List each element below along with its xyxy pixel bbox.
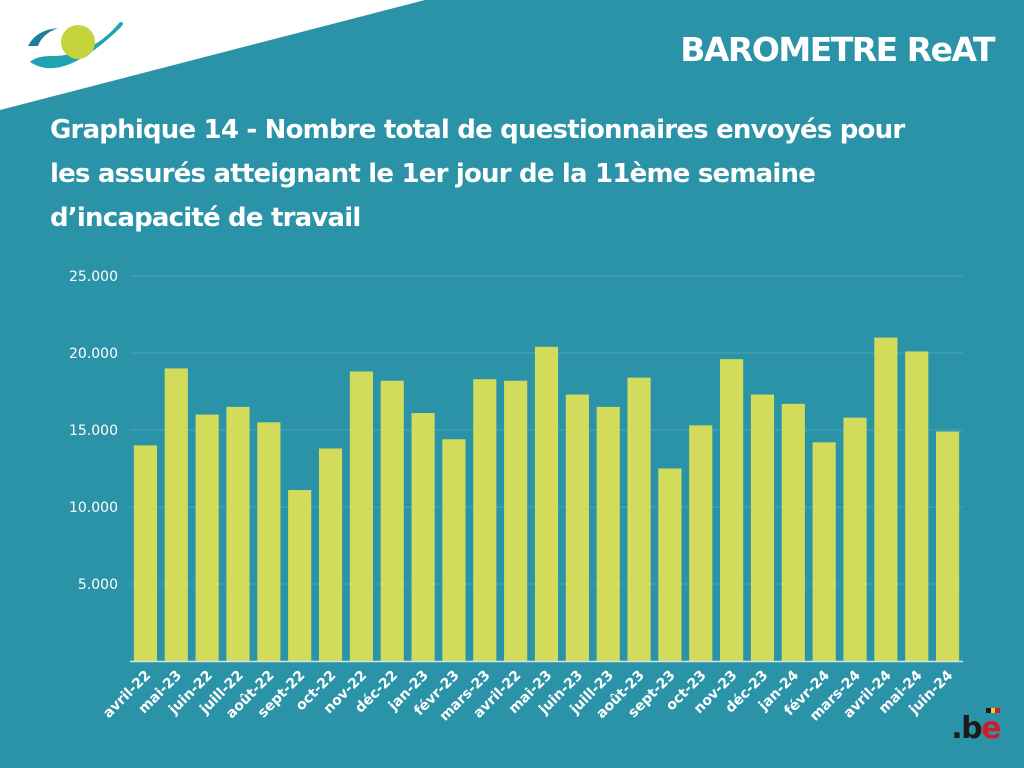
- bar: [133, 445, 157, 661]
- bar: [195, 414, 219, 661]
- bar: [288, 490, 312, 661]
- bar: [750, 394, 775, 661]
- bar: [504, 380, 528, 661]
- bar: [473, 379, 497, 661]
- bar: [689, 425, 713, 661]
- bar: [936, 431, 960, 661]
- bar: [596, 406, 620, 661]
- bar: [380, 380, 404, 661]
- bar: [565, 394, 589, 661]
- bar: [318, 448, 343, 661]
- y-axis-tick-labels: 5.000 10.000 15.000 20.000 25.000: [69, 269, 118, 593]
- white-corner-banner: [0, 0, 425, 110]
- bar: [411, 413, 435, 661]
- chart-title-line-2: les assurés atteignant le 1er jour de la…: [50, 159, 816, 189]
- bar: [257, 422, 281, 661]
- chart-title-line-3: d’incapacité de travail: [50, 203, 361, 233]
- brand-title: BAROMETRE ReAT: [680, 30, 995, 69]
- bar: [874, 337, 898, 661]
- be-logo: .be: [951, 708, 1001, 746]
- bar: [812, 442, 836, 661]
- bar: [627, 377, 651, 661]
- y-tick-label: 20.000: [69, 346, 118, 362]
- be-logo-dot: .: [951, 711, 962, 746]
- organization-logo: [28, 22, 123, 69]
- chart-title: Graphique 14 - Nombre total de questionn…: [50, 108, 970, 240]
- bar: [843, 417, 867, 661]
- belgian-flag-icon: [986, 708, 1001, 713]
- bars: [133, 337, 960, 661]
- chart-title-line-1: Graphique 14 - Nombre total de questionn…: [50, 115, 905, 145]
- bar: [226, 406, 250, 661]
- bar: [349, 371, 373, 661]
- bar: [905, 351, 929, 661]
- bar: [781, 403, 805, 661]
- y-tick-label: 15.000: [69, 423, 118, 439]
- y-tick-label: 10.000: [69, 500, 118, 516]
- bar: [658, 468, 682, 661]
- be-logo-e: e: [981, 711, 1001, 746]
- bar: [534, 346, 559, 661]
- bar: [164, 368, 188, 661]
- y-tick-label: 25.000: [69, 269, 118, 285]
- x-axis-tick-labels: avril-22mai-23juin-22juill-22août-22sept…: [100, 667, 956, 724]
- be-logo-b: b: [961, 711, 982, 746]
- bar: [442, 439, 466, 661]
- bar: [720, 359, 744, 661]
- y-tick-label: 5.000: [78, 577, 118, 593]
